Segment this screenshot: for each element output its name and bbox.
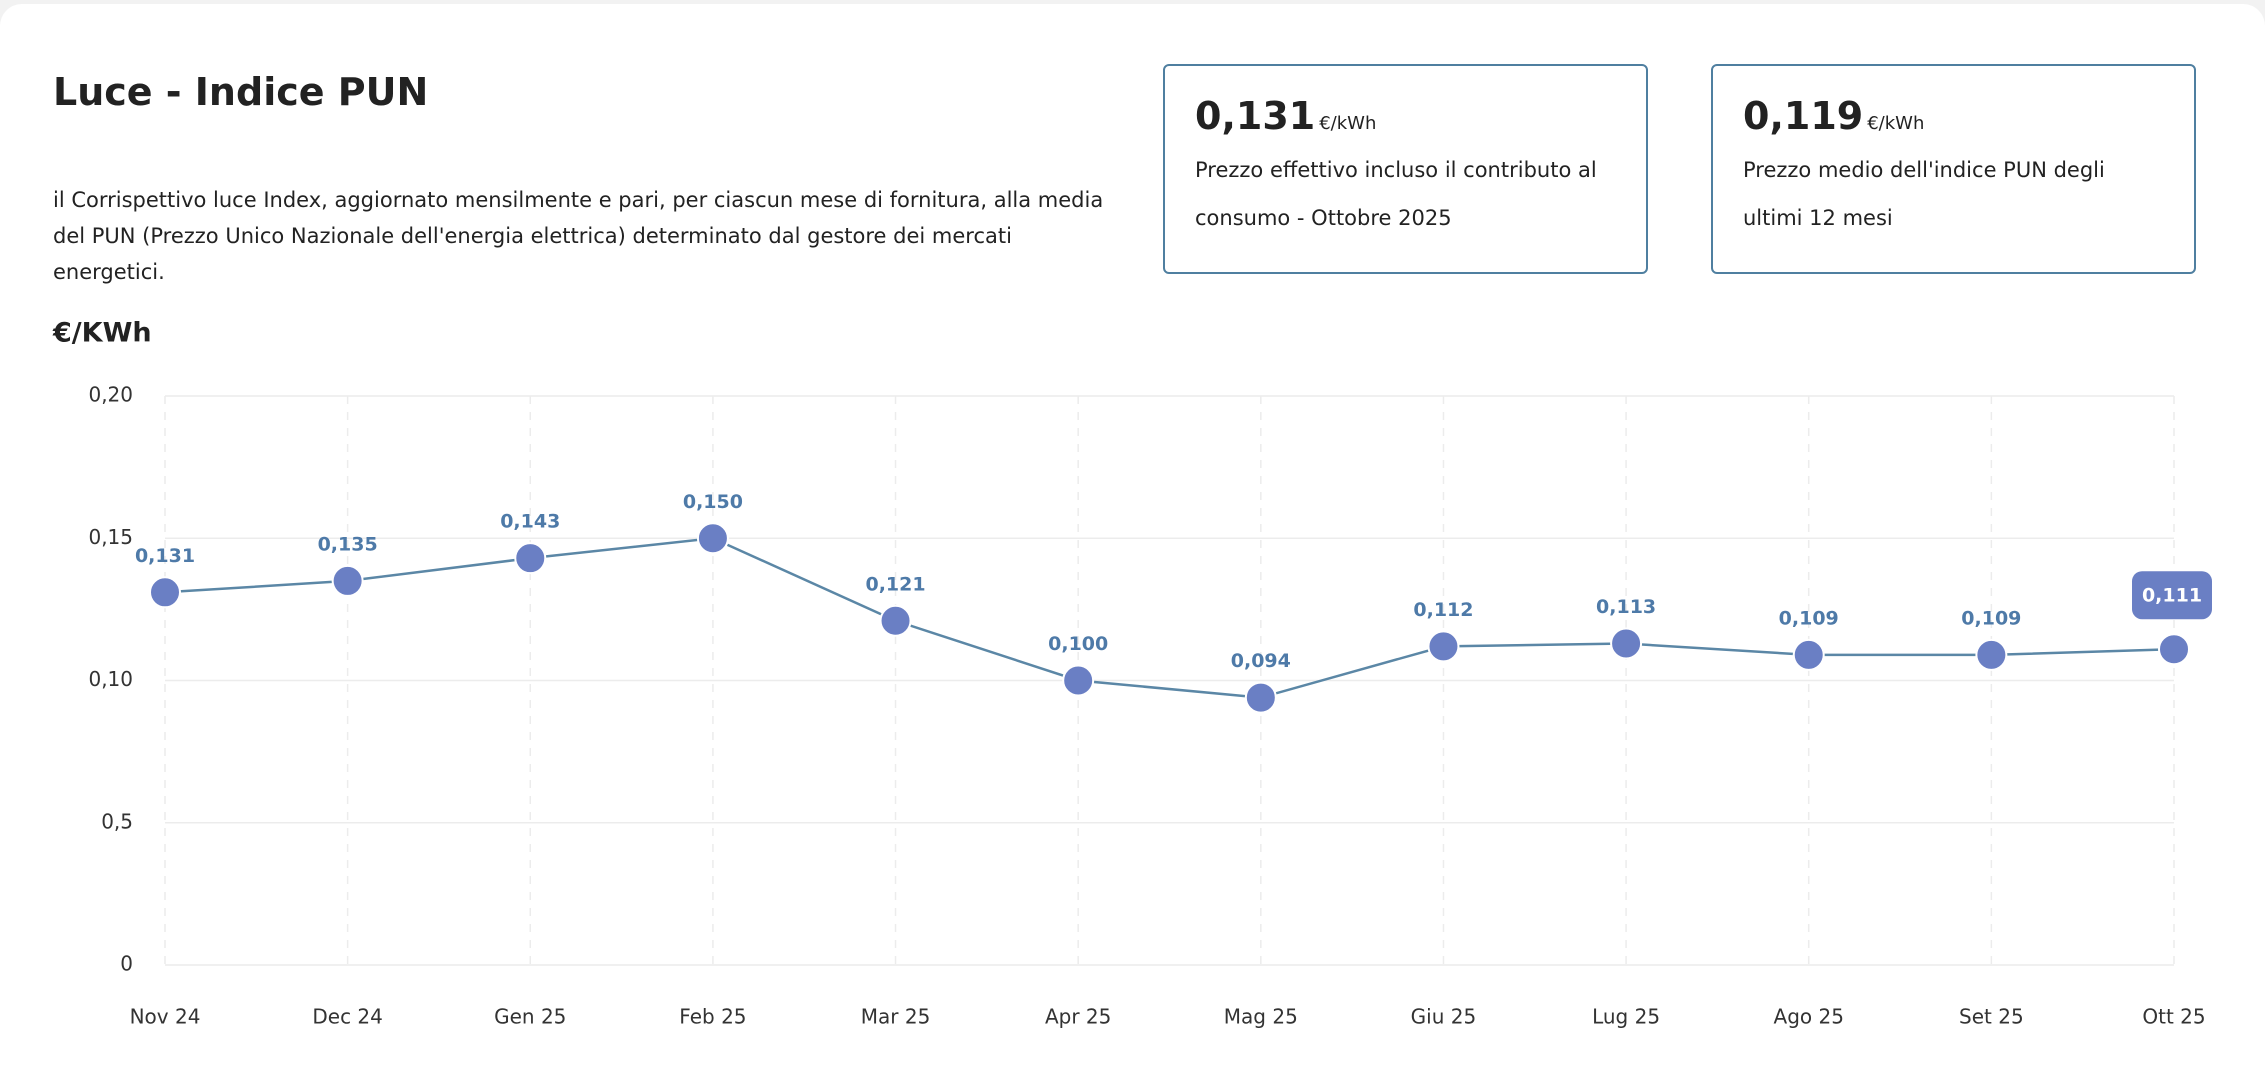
- x-tick-label: Feb 25: [679, 1005, 746, 1029]
- point: [1610, 627, 1643, 660]
- value-label: 0,109: [1779, 607, 1839, 629]
- point: [1792, 638, 1825, 671]
- value-label: 0,150: [683, 491, 743, 513]
- value-label: 0,113: [1596, 596, 1656, 618]
- description: il Corrispettivo luce Index, aggiornato …: [53, 188, 1104, 284]
- y-tick-label: 0,5: [101, 809, 133, 833]
- card-text: Prezzo medio dell'indice PUN degli ultim…: [1743, 158, 2105, 230]
- card-unit: €/kWh: [1867, 113, 1925, 134]
- x-tick-label: Mar 25: [861, 1005, 931, 1029]
- x-tick-label: Set 25: [1959, 1005, 2024, 1029]
- x-tick-label: Nov 24: [130, 1005, 201, 1029]
- point: [1244, 681, 1277, 714]
- point: [2158, 633, 2190, 666]
- y-tick-label: 0,15: [88, 525, 133, 549]
- x-tick-label: Ott 25: [2142, 1005, 2205, 1029]
- point: [1975, 638, 2008, 671]
- value-label: 0,100: [1048, 633, 1108, 655]
- y-tick-label: 0,20: [88, 383, 133, 407]
- y-tick-label: 0,10: [88, 667, 133, 691]
- x-tick-label: Apr 25: [1045, 1005, 1111, 1029]
- point: [514, 542, 547, 575]
- value-label: 0,135: [318, 533, 378, 555]
- point: [1062, 664, 1095, 697]
- y-axis-label: €/KWh: [52, 318, 152, 349]
- point: [1427, 630, 1460, 663]
- value-label: 0,121: [865, 573, 925, 595]
- price-card: 0,131 €/kWh Prezzo effettivo incluso il c…: [1163, 64, 1648, 274]
- point: [331, 564, 364, 597]
- chart: €/KWh 0 0,5 0,10 0,15 0,20 Nov 24 Dec 24 Gen 25…: [52, 318, 2212, 1029]
- point: [879, 604, 912, 637]
- x-tick-label: Gen 25: [494, 1005, 566, 1029]
- x-tick-label: Giu 25: [1411, 1005, 1477, 1029]
- line: [164, 536, 2175, 699]
- price-card: 0,119 €/kWh Prezzo medio dell'indice PUN …: [1711, 64, 2196, 274]
- title: Luce - Indice PUN: [53, 70, 429, 114]
- card-text: Prezzo effettivo incluso il contributo a…: [1195, 158, 1597, 230]
- point: [696, 522, 729, 555]
- tooltip-badge: [2132, 571, 2212, 620]
- value-label: 0,131: [135, 545, 195, 567]
- page: Luce - Indice PUN il Corrispettivo luce …: [0, 4, 2265, 1089]
- x-tick-label: Mag 25: [1224, 1005, 1298, 1029]
- card-unit: €/kWh: [1319, 113, 1377, 134]
- value-label: 0,094: [1231, 650, 1291, 672]
- value-label: 0,112: [1413, 599, 1473, 621]
- value-label: 0,109: [1961, 607, 2021, 629]
- x-tick-label: Ago 25: [1774, 1005, 1844, 1029]
- value-label: 0,143: [500, 511, 560, 533]
- card-value: 0,131: [1195, 94, 1316, 138]
- card-value: 0,119: [1743, 94, 1864, 138]
- x-tick-label: Lug 25: [1592, 1005, 1660, 1029]
- x-tick-label: Dec 24: [312, 1005, 383, 1029]
- point: [149, 576, 181, 609]
- y-tick-label: 0: [120, 952, 133, 976]
- value-label: 0,111: [2142, 585, 2202, 607]
